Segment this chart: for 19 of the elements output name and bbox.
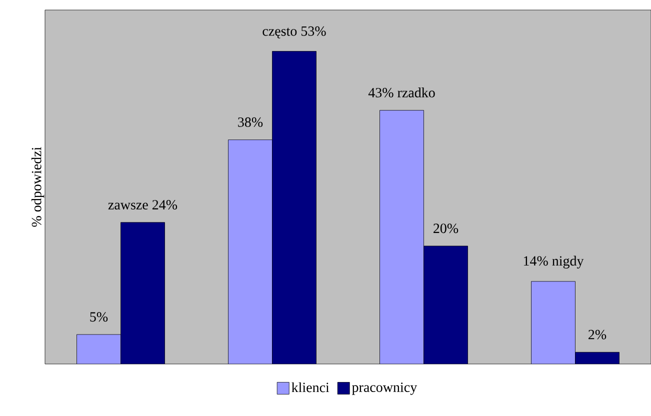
y-axis-title: % odpowiedzi — [31, 147, 44, 227]
bar — [531, 281, 576, 364]
bar — [76, 334, 121, 364]
bar — [120, 222, 165, 364]
data-label: 2% — [588, 330, 606, 340]
data-label: 5% — [90, 312, 108, 322]
data-label: 38% — [238, 117, 263, 127]
bar — [424, 246, 468, 364]
data-label: 14% nigdy — [524, 256, 584, 269]
legend-label: pracownicy — [352, 382, 418, 395]
data-label: często 53% — [262, 26, 326, 38]
bar — [380, 110, 424, 364]
bar — [228, 140, 272, 364]
bar — [272, 51, 316, 364]
bar — [575, 352, 620, 364]
data-label: 20% — [434, 224, 458, 234]
data-label: 43% rzadko — [368, 88, 435, 98]
data-label: zawsze 24% — [108, 200, 178, 210]
legend-label: klienci — [292, 382, 330, 392]
